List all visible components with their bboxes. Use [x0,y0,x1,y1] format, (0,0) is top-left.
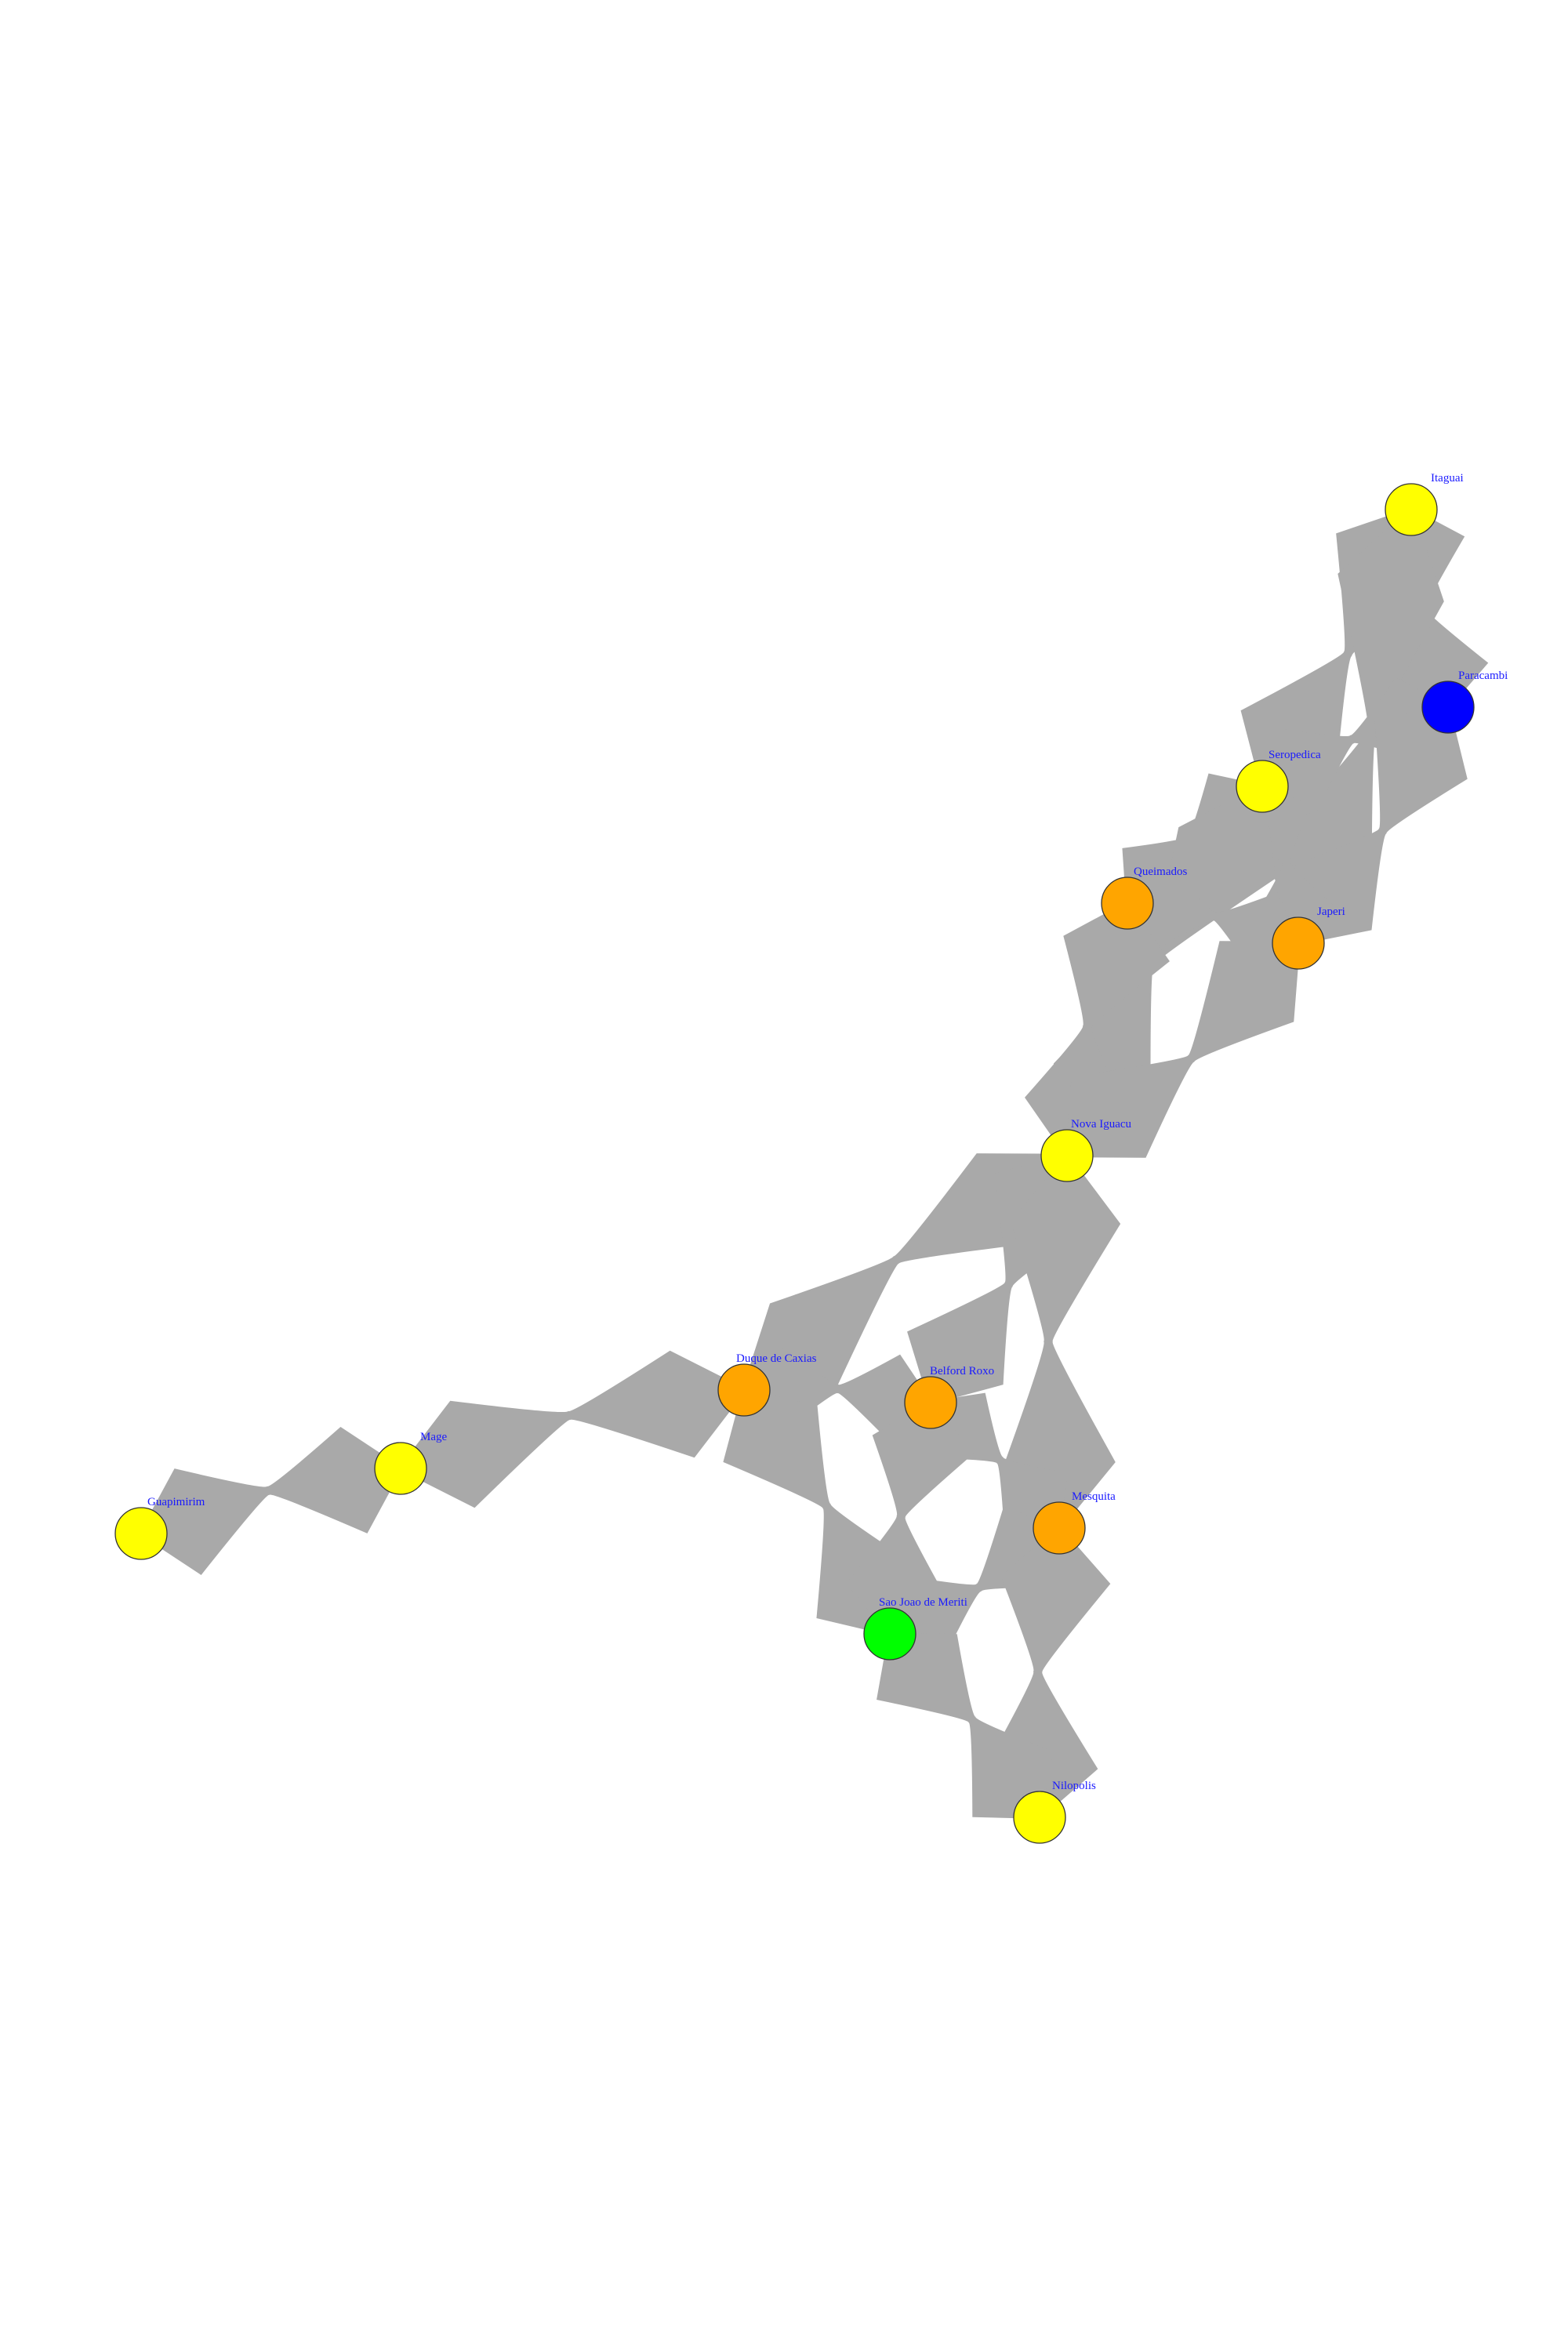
node-circle [374,1442,427,1495]
node-label: Nilopolis [1052,1780,1096,1792]
edge-sao_joao_de_meriti-nilopolis [877,1632,1053,1819]
node-nilopolis: Nilopolis [1013,1780,1096,1844]
node-circle [904,1376,957,1429]
node-circle [1236,760,1289,813]
node-label: Mage [420,1431,447,1443]
node-circle [1013,1791,1066,1844]
node-queimados: Queimados [1101,866,1187,930]
node-circle [1385,483,1438,536]
node-circle [717,1363,771,1417]
edge-itaguai-japeri [1265,509,1444,944]
edge-nova_iguacu-mesquita [1005,1155,1121,1529]
node-label: Duque de Caxias [736,1352,817,1365]
edge-seropedica-nova_iguacu [1053,785,1276,1157]
node-mage: Mage [374,1431,447,1495]
node-circle [1421,681,1475,734]
edge-nova_iguacu-duque_de_caxias [742,1153,1069,1392]
node-seropedica: Seropedica [1236,749,1321,813]
node-belford-roxo: Belford Roxo [904,1365,994,1429]
edge-paracambi-japeri [1279,706,1468,945]
edge-belford_roxo-sao_joao_de_meriti [846,1402,975,1635]
node-itaguai: Itaguai [1385,472,1464,536]
node-circle [863,1607,916,1661]
edge-mesquita-sao_joao_de_meriti [888,1506,1061,1656]
node-japeri: Japeri [1272,906,1345,970]
node-nova-iguacu: Nova Iguacu [1040,1118,1132,1182]
edge-queimados-nova_iguacu [1025,902,1170,1156]
node-label: Nova Iguacu [1071,1118,1132,1131]
node-layer: Itaguai Paracambi Seropedica Queimados Japer… [114,472,1508,1844]
node-label: Itaguai [1431,472,1464,485]
edge-japeri-nova_iguacu [1065,941,1301,1158]
node-mesquita: Mesquita [1033,1490,1116,1555]
node-circle [1040,1129,1094,1182]
node-label: Belford Roxo [930,1365,994,1377]
edge-belford_roxo-mesquita [922,1392,1068,1538]
node-label: Paracambi [1458,670,1508,682]
node-label: Seropedica [1269,749,1321,761]
node-label: Queimados [1134,866,1187,878]
node-label: Japeri [1317,906,1345,918]
node-sao-joao-de-meriti: Sao Joao de Meriti [863,1596,967,1661]
node-label: Mesquita [1072,1490,1116,1503]
node-label: Guapimirim [147,1496,205,1508]
node-circle [1033,1501,1086,1555]
node-circle [114,1507,168,1560]
edge-layer [140,508,1489,1819]
edge-paracambi-seropedica [1261,677,1450,816]
node-label: Sao Joao de Meriti [879,1596,967,1609]
node-guapimirim: Guapimirim [114,1496,205,1560]
node-circle [1272,916,1325,970]
node-duque-de-caxias: Duque de Caxias [717,1352,817,1417]
node-paracambi: Paracambi [1421,670,1508,734]
edge-mage-guapimirim [140,1427,401,1575]
edge-duque_de_caxias-mage [400,1350,745,1508]
node-circle [1101,877,1154,930]
